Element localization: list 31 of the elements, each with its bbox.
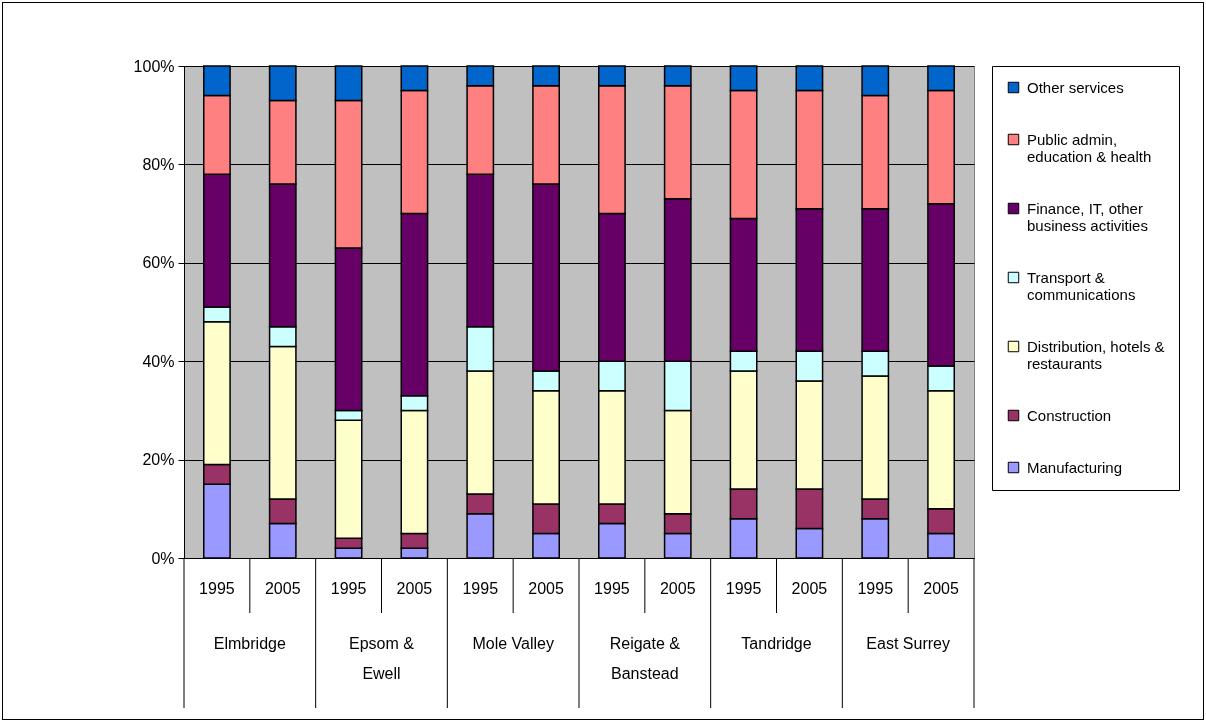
x-tick-label: 1995: [199, 579, 235, 597]
legend-label: Public admin, education & health: [1027, 130, 1152, 165]
y-tick-label: 60%: [142, 254, 175, 272]
legend-label: Other services: [1027, 78, 1124, 96]
x-tick-label: 1995: [330, 579, 367, 597]
text: Tandridge: [741, 635, 812, 652]
text: Reigate & Banstead: [609, 635, 681, 682]
x-tick-label: 1995: [594, 579, 630, 597]
y-tick-label: 20%: [142, 451, 175, 469]
x-tick-label: 1995: [857, 579, 894, 597]
legend-label: Transport & communications: [1027, 268, 1136, 303]
x-tick-label: 2005: [396, 579, 433, 597]
x-tick-label: 1995: [462, 579, 499, 597]
text: East Surrey: [866, 635, 950, 652]
text: Elmbridge: [213, 635, 286, 652]
y-tick-label: 80%: [142, 155, 175, 173]
y-tick-label: 100%: [133, 57, 175, 75]
x-tick-label: 2005: [791, 579, 828, 597]
legend-label: Distribution, hotels & restaurants: [1027, 337, 1165, 372]
legend-label: Finance, IT, other business activities: [1027, 199, 1148, 234]
y-tick-label: 0%: [151, 549, 175, 567]
x-tick-label: 2005: [528, 579, 564, 597]
x-tick-label: 1995: [725, 579, 762, 597]
text: Mole Valley: [472, 635, 554, 652]
x-tick-label: 2005: [923, 579, 959, 597]
legend-label: Construction: [1027, 406, 1112, 424]
x-tick-label: 2005: [659, 579, 696, 597]
text: Epsom & Ewell: [349, 635, 415, 682]
legend-label: Manufacturing: [1027, 458, 1123, 476]
x-tick-label: 2005: [264, 579, 301, 597]
y-tick-label: 40%: [142, 352, 175, 370]
